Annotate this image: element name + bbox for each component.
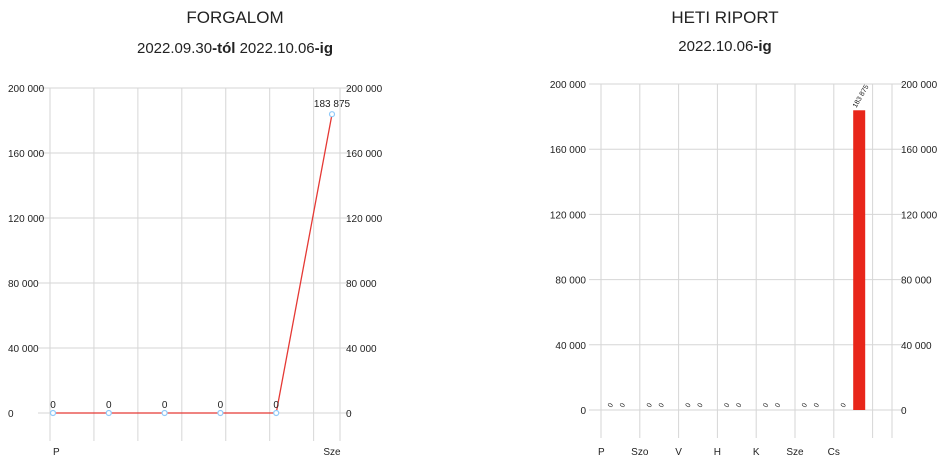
y-tick-label-right: 200 000 (346, 84, 383, 95)
y-tick-label-left: 200 000 (8, 84, 45, 95)
data-point (217, 409, 224, 417)
data-label: 0 (697, 402, 705, 409)
y-tick-label-left: 40 000 (555, 341, 586, 352)
data-label: 0 (50, 400, 56, 411)
x-tick-label: Sze (786, 447, 804, 458)
data-label: 0 (774, 402, 782, 409)
x-tick-label: V (675, 447, 682, 458)
x-tick-label: Szo (631, 447, 649, 458)
y-tick-label-right: 40 000 (346, 344, 377, 355)
y-tick-label-left: 160 000 (550, 145, 587, 156)
bar (853, 110, 866, 410)
data-label: 0 (723, 402, 731, 409)
x-tick-label: H (714, 447, 721, 458)
y-tick-label-right: 80 000 (901, 276, 932, 287)
data-point (49, 409, 57, 417)
data-label: 0 (685, 402, 693, 409)
data-point (328, 111, 336, 118)
forgalom-line-chart: 0 0 40 000 40 000 80 000 80 000 120 000 120 000… (8, 84, 383, 458)
data-label: 183 875 (314, 99, 351, 110)
subtitle-end-suffix: -ig (753, 38, 772, 55)
y-tick-label-left: 0 (580, 406, 586, 417)
y-tick-label-left: 80 000 (8, 279, 39, 290)
y-tick-label-left: 200 000 (550, 80, 587, 91)
y-tick-label-left: 120 000 (550, 210, 587, 221)
y-tick-label-left: 0 (8, 409, 14, 420)
chart-title: FORGALOM (186, 8, 284, 27)
y-tick-label-right: 200 000 (901, 80, 938, 91)
y-tick-label-right: 40 000 (901, 341, 932, 352)
x-tick-label: K (753, 447, 760, 458)
y-tick-label-left: 160 000 (8, 149, 45, 160)
y-tick-label-right: 160 000 (346, 149, 383, 160)
y-tick-label-left: 80 000 (555, 276, 586, 287)
series-line (53, 114, 333, 414)
y-tick-label-right: 160 000 (901, 145, 938, 156)
subtitle-end-date: 2022.10.06 (678, 38, 754, 55)
data-label: 0 (273, 400, 279, 411)
subtitle-start-date: 2022.09.30 (137, 40, 213, 57)
y-tick-label-left: 40 000 (8, 344, 39, 355)
data-point (161, 409, 168, 417)
data-label: 0 (735, 402, 743, 409)
data-label: 0 (218, 400, 224, 411)
data-point (105, 409, 112, 417)
x-tick-label: P (598, 447, 605, 458)
data-label: 183 875 (852, 84, 871, 110)
subtitle-end-date: 2022.10.06 (235, 40, 315, 57)
x-tick-label: Cs (828, 447, 840, 458)
data-label: 0 (801, 402, 809, 409)
y-tick-label-left: 120 000 (8, 214, 45, 225)
subtitle-start-suffix: -tól (212, 40, 236, 57)
subtitle-end-suffix: -ig (314, 40, 333, 57)
heti-riport-chart-panel: HETI RIPORT 2022.10.06-ig 0 0 40 000 40 000… (470, 0, 940, 461)
x-tick-label: Sze (323, 447, 341, 458)
y-tick-label-right: 80 000 (346, 279, 377, 290)
chart-subtitle: 2022.09.30-tól 2022.10.06-ig (0, 40, 470, 57)
data-label: 0 (762, 402, 770, 409)
data-label: 0 (162, 400, 168, 411)
data-label: 0 (607, 402, 615, 409)
chart-subtitle: 2022.10.06-ig (470, 38, 940, 55)
data-label: 0 (813, 402, 821, 409)
data-label: 0 (106, 400, 112, 411)
x-tick-label: P (53, 447, 60, 458)
data-label: 0 (658, 402, 666, 409)
chart-title: HETI RIPORT (671, 8, 779, 27)
data-label: 0 (619, 402, 627, 409)
y-tick-label-right: 120 000 (901, 210, 938, 221)
data-label: 0 (646, 402, 654, 409)
data-point (273, 409, 280, 417)
y-tick-label-right: 120 000 (346, 214, 383, 225)
data-label: 0 (840, 402, 848, 409)
y-tick-label-right: 0 (901, 406, 907, 417)
y-tick-label-right: 0 (346, 409, 352, 420)
